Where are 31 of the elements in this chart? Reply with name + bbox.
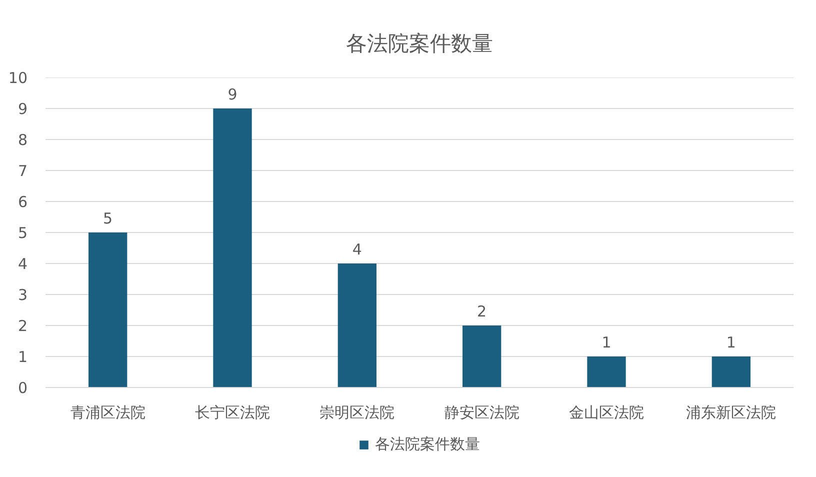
data-label: 9 [228, 86, 238, 104]
y-tick-label: 10 [8, 69, 28, 87]
y-tick-label: 0 [18, 379, 28, 397]
y-tick-label: 3 [18, 286, 28, 304]
x-tick-label: 金山区法院 [569, 404, 644, 422]
data-label: 1 [602, 334, 612, 352]
x-tick-label: 浦东新区法院 [686, 404, 776, 422]
x-tick-label: 青浦区法院 [70, 404, 146, 422]
chart-title: 各法院案件数量 [346, 32, 493, 56]
bar [587, 356, 626, 388]
y-tick-label: 6 [18, 193, 28, 211]
y-tick-label: 1 [18, 348, 28, 366]
bar [88, 232, 128, 388]
y-tick-label: 7 [18, 162, 28, 180]
data-label: 5 [103, 210, 113, 228]
y-tick-label: 5 [18, 224, 28, 242]
x-tick-label: 静安区法院 [444, 404, 520, 422]
y-tick-label: 9 [18, 100, 28, 118]
bar [712, 356, 750, 388]
x-tick-label: 崇明区法院 [320, 404, 395, 422]
data-label: 2 [477, 302, 487, 320]
bar [462, 326, 502, 388]
legend-label: 各法院案件数量 [375, 435, 480, 454]
data-label: 4 [352, 240, 362, 258]
y-tick-label: 4 [18, 255, 28, 273]
bar [338, 264, 376, 388]
y-tick-label: 2 [18, 317, 28, 335]
data-label: 1 [726, 334, 736, 352]
x-tick-label: 长宁区法院 [195, 404, 270, 422]
y-tick-label: 8 [18, 131, 28, 149]
bar [213, 108, 252, 388]
